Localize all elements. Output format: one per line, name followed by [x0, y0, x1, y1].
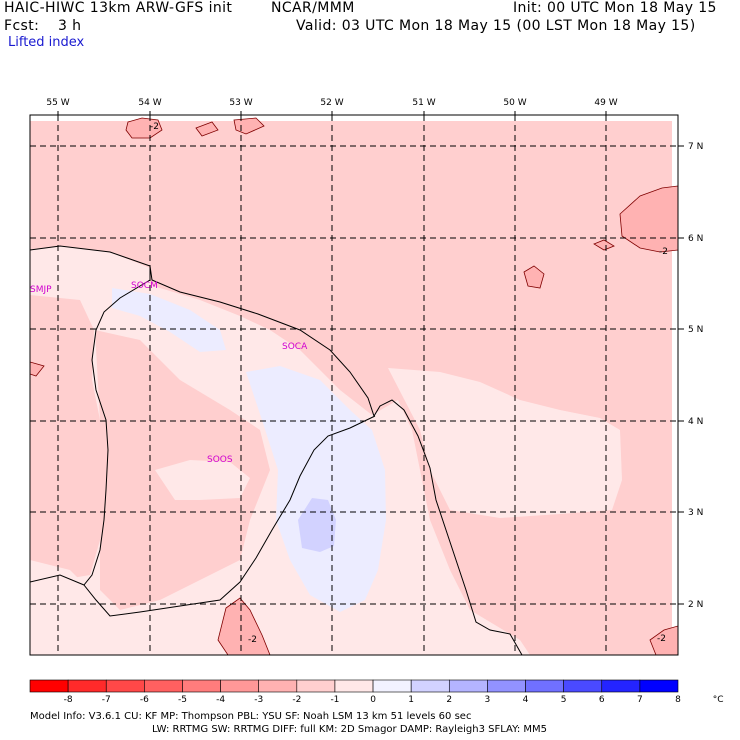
colorbar-swatch: [448, 679, 488, 693]
lat-label: 6 N: [688, 234, 703, 244]
station-labels: SMJP SOCM SOCA SOOS: [30, 281, 308, 465]
footer-physics-info: LW: RRTMG SW: RRTMG DIFF: full KM: 2D Sm…: [152, 724, 548, 735]
colorbar-tick-label: 5: [561, 695, 567, 705]
lat-label: 3 N: [688, 508, 703, 518]
contour-area-southeast: [649, 625, 678, 655]
lat-label: 4 N: [688, 417, 703, 427]
border-lines: [83, 279, 376, 617]
colorbar-swatch: [258, 679, 298, 693]
colorbar-tick-label: -2: [292, 695, 301, 705]
colorbar-tick-label: 0: [370, 695, 376, 705]
map-field: [30, 115, 678, 655]
lat-label: 7 N: [688, 142, 703, 152]
coastline: [30, 245, 523, 655]
contour-label: -2: [248, 635, 257, 645]
colorbar-tick-label: 4: [523, 695, 529, 705]
colorbar-swatch: [334, 679, 374, 693]
colorbar-swatch: [182, 679, 221, 693]
header-title: HAIC-HIWC 13km ARW-GFS init: [4, 0, 233, 16]
lon-label: 52 W: [320, 98, 343, 108]
colorbar-tick-label: 3: [485, 695, 491, 705]
colorbar-swatch: [296, 679, 336, 693]
contour-label: -2: [659, 247, 668, 257]
colorbar-tick-label: 6: [599, 695, 605, 705]
station-label: SOCA: [282, 342, 308, 352]
colorbar-tick-label: -3: [254, 695, 263, 705]
colorbar-swatch: [487, 679, 526, 693]
lon-label: 49 W: [594, 98, 617, 108]
colorbar-swatch: [601, 679, 641, 693]
init-time: Init: 00 UTC Mon 18 May 15: [513, 0, 717, 16]
colorbar-swatch: [67, 679, 107, 693]
colorbar-swatch: [639, 679, 679, 693]
field-near-zero-east: [388, 368, 622, 518]
colorbar-tick-label: -5: [178, 695, 187, 705]
latitude-labels: 7 N 6 N 5 N 4 N 3 N 2 N: [688, 142, 703, 610]
colorbar-tick-label: -7: [102, 695, 111, 705]
lat-label: 2 N: [688, 600, 703, 610]
lat-lon-grid: [30, 115, 678, 655]
station-label: SOCM: [131, 281, 158, 291]
colorbar-swatch: [220, 679, 260, 693]
colorbar-tick-label: 2: [446, 695, 452, 705]
colorbar-swatch: [563, 679, 603, 693]
colorbar-tick-label: 8: [675, 695, 681, 705]
colorbar-swatch: [410, 679, 450, 693]
colorbar-tick-label: -4: [216, 695, 225, 705]
footer-model-info: Model Info: V3.6.1 CU: KF MP: Thompson P…: [30, 711, 472, 722]
colorbar-tick-label: 7: [637, 695, 643, 705]
station-label: SMJP: [30, 285, 52, 295]
field-name: Lifted index: [8, 35, 85, 50]
colorbar-tick-label: -8: [64, 695, 73, 705]
colorbar-swatch: [372, 679, 412, 693]
colorbar-tick-label: -6: [140, 695, 149, 705]
contour-label: -2: [150, 122, 159, 132]
field-west-patch: [30, 295, 110, 600]
colorbar-tick-label: 1: [408, 695, 414, 705]
colorbar: -8 -7 -6 -5 -4 -3 -2 -1 0 1 2 3 4 5 6 7 8 °C: [29, 679, 724, 705]
lat-label: 5 N: [688, 325, 703, 335]
valid-time: Valid: 03 UTC Mon 18 May 15 (00 LST Mon …: [296, 18, 696, 34]
contour-area-northeast: [619, 185, 678, 253]
station-label: SOOS: [207, 455, 233, 465]
lon-label: 50 W: [503, 98, 526, 108]
contour-labels: -2 -2 -2 -2: [150, 122, 668, 645]
forecast-hour: 3 h: [58, 18, 82, 34]
colorbar-tick-label: -1: [330, 695, 339, 705]
field-positive-north: [112, 288, 226, 352]
lon-label: 51 W: [412, 98, 435, 108]
lon-label: 55 W: [46, 98, 69, 108]
colorbar-swatch: [105, 679, 145, 693]
colorbar-tick-label: °C: [713, 695, 724, 705]
contour-label: -2: [657, 634, 666, 644]
colorbar-swatch: [525, 679, 564, 693]
contour-area-south: [217, 597, 271, 655]
contour-area-north: [125, 117, 163, 139]
field-interior-light: [155, 460, 250, 500]
field-positive-core: [298, 498, 336, 552]
lon-label: 54 W: [138, 98, 161, 108]
map-frame: [29, 114, 679, 656]
colorbar-swatch: [144, 679, 183, 693]
colorbar-swatch: [29, 679, 69, 693]
header-source: NCAR/MMM: [271, 0, 355, 16]
longitude-labels: 55 W 54 W 53 W 52 W 51 W 50 W 49 W: [46, 98, 617, 108]
lon-label: 53 W: [229, 98, 252, 108]
forecast-label: Fcst:: [4, 18, 40, 34]
field-sw-light: [30, 560, 120, 655]
